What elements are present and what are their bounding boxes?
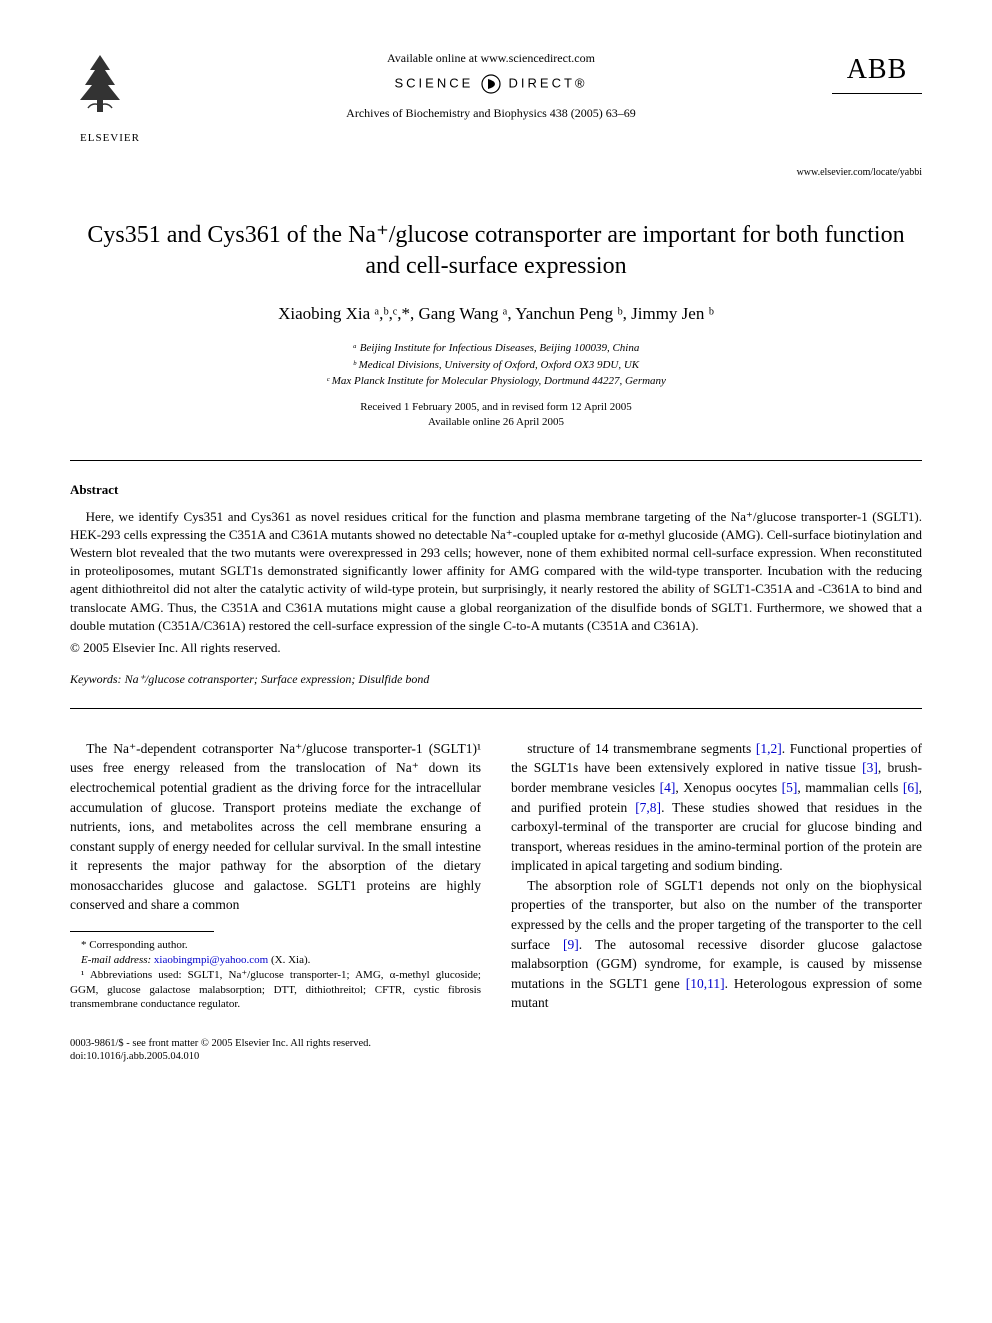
abbreviations: ¹ Abbreviations used: SGLT1, Na⁺/glucose… <box>70 968 481 1013</box>
ref-link[interactable]: [6] <box>903 780 919 795</box>
abb-label: ABB <box>832 50 922 94</box>
sciencedirect-prefix: SCIENCE <box>394 75 473 90</box>
available-date: Available online 26 April 2005 <box>70 415 922 430</box>
ref-link[interactable]: [9] <box>563 937 579 952</box>
abstract-text: Here, we identify Cys351 and Cys361 as n… <box>70 508 922 635</box>
abstract-copyright: © 2005 Elsevier Inc. All rights reserved… <box>70 639 922 657</box>
journal-logo: ABB <box>832 50 922 98</box>
page-header: ELSEVIER Available online at www.science… <box>70 50 922 146</box>
elsevier-logo: ELSEVIER <box>70 50 150 146</box>
keywords-text: Na⁺/glucose cotransporter; Surface expre… <box>122 672 430 686</box>
body-columns: The Na⁺-dependent cotransporter Na⁺/gluc… <box>70 739 922 1013</box>
ref-link[interactable]: [7,8] <box>635 800 661 815</box>
keywords-label: Keywords: <box>70 672 122 686</box>
body-para-1: The Na⁺-dependent cotransporter Na⁺/gluc… <box>70 739 481 915</box>
abstract-heading: Abstract <box>70 481 922 499</box>
ref-link[interactable]: [1,2] <box>756 741 782 756</box>
header-center: Available online at www.sciencedirect.co… <box>150 50 832 122</box>
footnotes: * Corresponding author. E-mail address: … <box>70 938 481 1012</box>
front-matter: 0003-9861/$ - see front matter © 2005 El… <box>70 1037 922 1051</box>
email-label: E-mail address: <box>81 954 154 966</box>
received-date: Received 1 February 2005, and in revised… <box>70 400 922 415</box>
affiliations: ᵃ Beijing Institute for Infectious Disea… <box>70 340 922 390</box>
email-address[interactable]: xiaobingmpi@yahoo.com <box>154 954 268 966</box>
ref-link[interactable]: [4] <box>660 780 676 795</box>
sciencedirect-logo: SCIENCE DIRECT® <box>170 73 812 95</box>
affiliation-c: ᶜ Max Planck Institute for Molecular Phy… <box>70 373 922 390</box>
author-list: Xiaobing Xia ᵃ,ᵇ,ᶜ,*, Gang Wang ᵃ, Yanch… <box>70 302 922 326</box>
available-online-text: Available online at www.sciencedirect.co… <box>170 50 812 67</box>
keywords: Keywords: Na⁺/glucose cotransporter; Sur… <box>70 671 922 688</box>
journal-reference: Archives of Biochemistry and Biophysics … <box>170 105 812 122</box>
affiliation-a: ᵃ Beijing Institute for Infectious Disea… <box>70 340 922 357</box>
article-title: Cys351 and Cys361 of the Na⁺/glucose cot… <box>70 220 922 282</box>
body-para-2: structure of 14 transmembrane segments [… <box>511 739 922 876</box>
journal-url[interactable]: www.elsevier.com/locate/yabbi <box>70 166 922 180</box>
elsevier-tree-icon <box>70 50 130 120</box>
sciencedirect-suffix: DIRECT® <box>509 75 588 90</box>
footnote-rule <box>70 931 214 932</box>
doi: doi:10.1016/j.abb.2005.04.010 <box>70 1050 922 1064</box>
ref-link[interactable]: [3] <box>862 760 878 775</box>
body-column-right: structure of 14 transmembrane segments [… <box>511 739 922 1013</box>
email-suffix: (X. Xia). <box>268 954 310 966</box>
ref-link[interactable]: [10,11] <box>686 976 725 991</box>
ref-link[interactable]: [5] <box>782 780 798 795</box>
divider-bottom <box>70 708 922 709</box>
divider-top <box>70 460 922 461</box>
sciencedirect-d-icon <box>480 73 502 95</box>
affiliation-b: ᵇ Medical Divisions, University of Oxfor… <box>70 357 922 374</box>
email-line: E-mail address: xiaobingmpi@yahoo.com (X… <box>70 953 481 968</box>
body-column-left: The Na⁺-dependent cotransporter Na⁺/gluc… <box>70 739 481 1013</box>
footer-info: 0003-9861/$ - see front matter © 2005 El… <box>70 1037 922 1064</box>
publication-dates: Received 1 February 2005, and in revised… <box>70 400 922 431</box>
elsevier-label: ELSEVIER <box>70 131 150 146</box>
corresponding-author: * Corresponding author. <box>70 938 481 953</box>
body-para-3: The absorption role of SGLT1 depends not… <box>511 876 922 1013</box>
